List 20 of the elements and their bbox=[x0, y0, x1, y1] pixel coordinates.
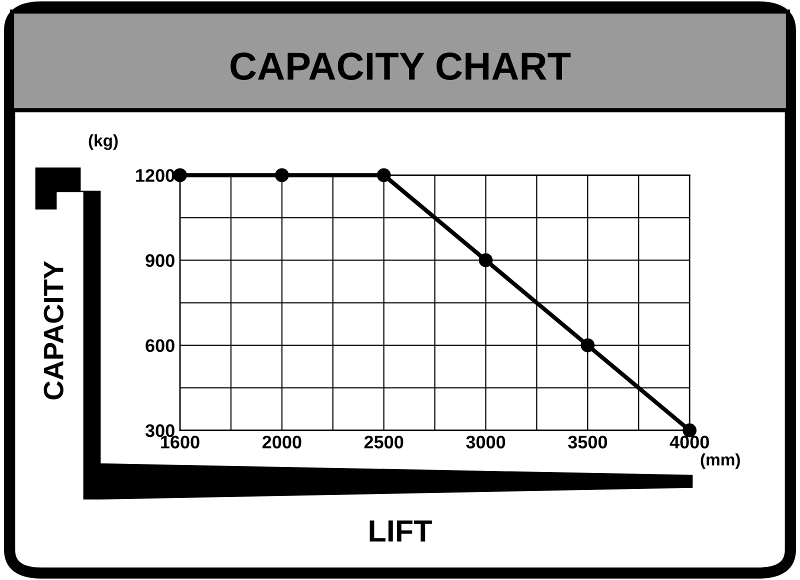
y-axis-title: CAPACITY bbox=[44, 261, 64, 400]
y-tick-label: 900 bbox=[146, 254, 174, 267]
x-tick-label: 1600 bbox=[161, 436, 200, 448]
x-tick-label: 3500 bbox=[568, 436, 608, 449]
x-tick-label: 3000 bbox=[466, 436, 506, 449]
point bbox=[478, 253, 493, 268]
y-tick-label: 300 bbox=[145, 424, 174, 438]
x-tick-label: 2500 bbox=[364, 436, 404, 448]
x-tick-label: 4000 bbox=[670, 436, 709, 448]
y-tick-label: 1200 bbox=[136, 169, 174, 182]
point bbox=[173, 168, 187, 182]
x-tick-label: 2000 bbox=[262, 436, 302, 448]
text: (mm) bbox=[700, 453, 740, 469]
point bbox=[376, 168, 391, 182]
text: (kg) bbox=[88, 134, 118, 150]
y-tick-label: 600 bbox=[146, 339, 174, 352]
point bbox=[580, 338, 595, 352]
chart-title: CAPACITY CHART bbox=[230, 52, 571, 80]
x-axis-title: LIFT bbox=[370, 520, 432, 542]
point bbox=[274, 168, 289, 182]
